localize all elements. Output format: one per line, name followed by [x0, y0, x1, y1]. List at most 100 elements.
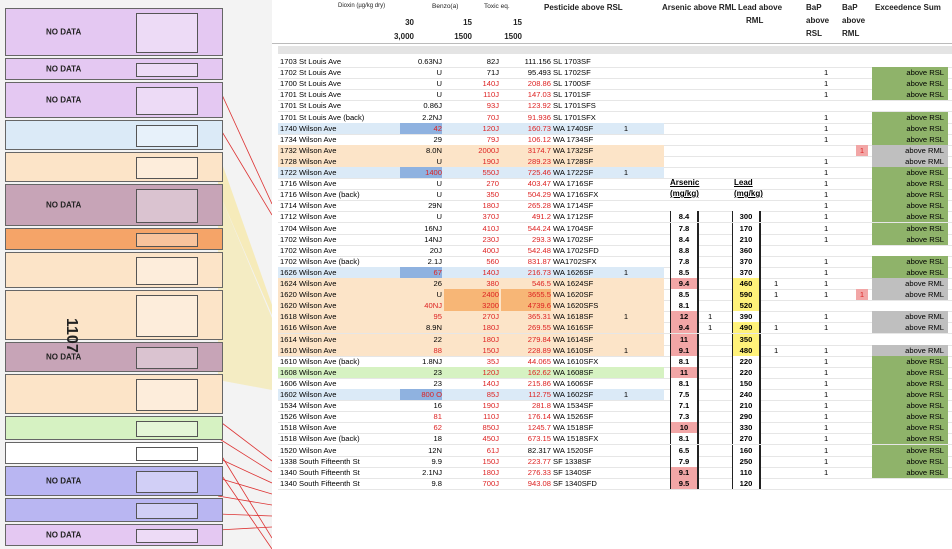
toxic-eq-cell: 160.73	[527, 123, 551, 133]
parcel: NO DATA	[5, 342, 223, 372]
pesticide-flag-cell	[623, 300, 629, 311]
exceedence-cell: above RSL	[872, 222, 948, 234]
benzo-cell: 150J	[482, 345, 499, 355]
toxic-eq-cell: 276.33	[527, 467, 551, 477]
dioxin-cell: 8.9N	[425, 323, 442, 333]
exceedence-cell: above RSL	[872, 422, 948, 434]
bap-rml-cell	[856, 178, 862, 189]
exceedence-cell: above RSL	[872, 122, 948, 134]
exceedence-cell: above RSL	[872, 266, 948, 278]
benzo-cell: 110J	[483, 412, 499, 422]
sample-id-cell: WA 1608SF	[553, 367, 594, 377]
house-outline	[136, 13, 198, 53]
exceedence-cell: above RSL	[872, 377, 948, 389]
bap-rsl-cell	[824, 300, 830, 311]
toxic-eq-cell: 4739.6	[501, 300, 551, 312]
bap-rml-cell	[856, 378, 862, 389]
benzo-cell: 35J	[486, 356, 499, 366]
lead-value-cell: 290	[732, 411, 761, 423]
sample-id-cell: WA1702SFX	[553, 256, 597, 266]
bap-rml-cell	[856, 67, 862, 78]
arsenic-value-cell: 7.8	[670, 255, 699, 267]
bap-rml-header-1: BaP	[842, 3, 858, 12]
pesticide-flag-cell	[623, 356, 629, 367]
toxic-eq-cell: 123.92	[527, 101, 551, 111]
bap-rsl-cell: 1	[824, 401, 829, 411]
bap-rsl-cell	[824, 145, 830, 156]
benzo-cell: 700J	[482, 478, 499, 488]
pesticide-flag-cell	[623, 433, 629, 444]
rsl-tox: 15	[513, 18, 522, 27]
pesticide-flag-cell	[623, 467, 629, 478]
no-data-label: NO DATA	[46, 352, 82, 362]
toxic-eq-cell: 269.55	[527, 323, 551, 333]
dioxin-cell: U	[436, 212, 442, 222]
exceedence-cell: above RSL	[872, 366, 948, 378]
arsenic-value-cell: 8.1	[670, 355, 699, 367]
arsenic-value-cell: 8.5	[670, 266, 699, 278]
toxic-eq-cell: 176.14	[527, 412, 551, 422]
lead-value-cell: 170	[732, 222, 761, 234]
dioxin-cell: 16NJ	[424, 223, 442, 233]
sample-id-cell: WA 1526SF	[553, 412, 594, 422]
sample-id-cell: SL 1701SFX	[553, 112, 596, 122]
address-cell: 1701 St Louis Ave	[280, 101, 342, 111]
lead-value-cell: 330	[732, 422, 761, 434]
bap-rml-header-2: above	[842, 16, 866, 25]
toxic-eq-cell: 1245.7	[527, 423, 551, 433]
table-row: 1702 Wilson Ave 20J 400J 542.48 WA 1702SFD 8.…	[278, 244, 952, 257]
benzo-cell: 120J	[482, 123, 499, 133]
exceedence-cell: above RML	[872, 155, 948, 167]
exceedence-cell: above RSL	[872, 411, 948, 423]
benzo-cell: 180J	[482, 334, 499, 344]
arsenic-value-cell: 8.1	[670, 377, 699, 389]
dioxin-cell: 29	[433, 134, 442, 144]
arsenic-value-cell: 8.4	[670, 211, 699, 223]
arsenic-value-cell: 7.8	[670, 222, 699, 234]
sample-id-cell: WA 1518SFX	[553, 434, 599, 444]
sample-id-cell: SL 1701SF	[553, 90, 591, 100]
toxic-eq-cell: 673.15	[527, 434, 551, 444]
parcel	[5, 290, 223, 340]
exceedence-cell: above RSL	[872, 455, 948, 467]
dioxin-cell: 88	[433, 345, 442, 355]
sample-id-cell: WA 1716SFX	[553, 190, 599, 200]
dioxin-cell: 23	[433, 378, 442, 388]
pesticide-flag-cell	[623, 178, 629, 189]
bap-rsl-cell: 1	[824, 390, 829, 399]
table-row: 1714 Wilson Ave 29N 180J 265.28 WA 1714SF 1 ab…	[278, 200, 952, 213]
lead-value-cell: 120	[732, 477, 761, 489]
dioxin-cell: 0.86J	[423, 101, 442, 111]
house-outline	[136, 257, 198, 285]
address-cell: 1702 St Louis Ave	[280, 68, 342, 78]
exceedence-cell: above RSL	[872, 466, 948, 478]
bap-rml-cell	[856, 78, 862, 89]
no-data-label: NO DATA	[46, 530, 82, 540]
table-row: 1338 South Fifteenth St 9.9 150J 223.77 SF 1…	[278, 455, 952, 468]
sample-id-cell: WA 1624SF	[553, 279, 594, 288]
toxic-eq-cell: 3174.7	[527, 145, 551, 155]
toxic-eq-cell: 546.5	[531, 279, 551, 288]
pesticide-flag-cell	[623, 400, 629, 411]
toxic-eq-cell: 265.28	[527, 201, 551, 211]
bap-rml-cell	[856, 100, 862, 111]
sample-id-cell: SL 1700SF	[553, 79, 591, 89]
no-data-label: NO DATA	[46, 64, 82, 74]
bap-rsl-cell: 1	[824, 456, 829, 466]
no-data-label: NO DATA	[46, 476, 82, 486]
arsenic-value-cell: 9.1	[670, 466, 699, 478]
house-outline	[136, 63, 198, 77]
arsenic-value-cell: 11	[670, 333, 699, 345]
bap-rml-cell	[856, 256, 862, 267]
benzo-cell: 410J	[482, 223, 499, 233]
sample-id-cell: WA 1716SF	[553, 179, 594, 189]
arsenic-value-cell: 8.1	[670, 300, 699, 312]
arsenic-value-cell: 9.4	[670, 278, 699, 289]
exceedence-cell: above RSL	[872, 200, 948, 212]
exceedence-cell: above RML	[872, 278, 948, 289]
dioxin-header: Dioxin (µg/kg dry)	[338, 3, 386, 9]
bap-rml-cell	[856, 300, 862, 311]
dioxin-cell: 23	[433, 367, 442, 377]
pesticide-flag-cell	[623, 112, 629, 123]
sample-id-cell: WA 1714SF	[553, 201, 594, 211]
